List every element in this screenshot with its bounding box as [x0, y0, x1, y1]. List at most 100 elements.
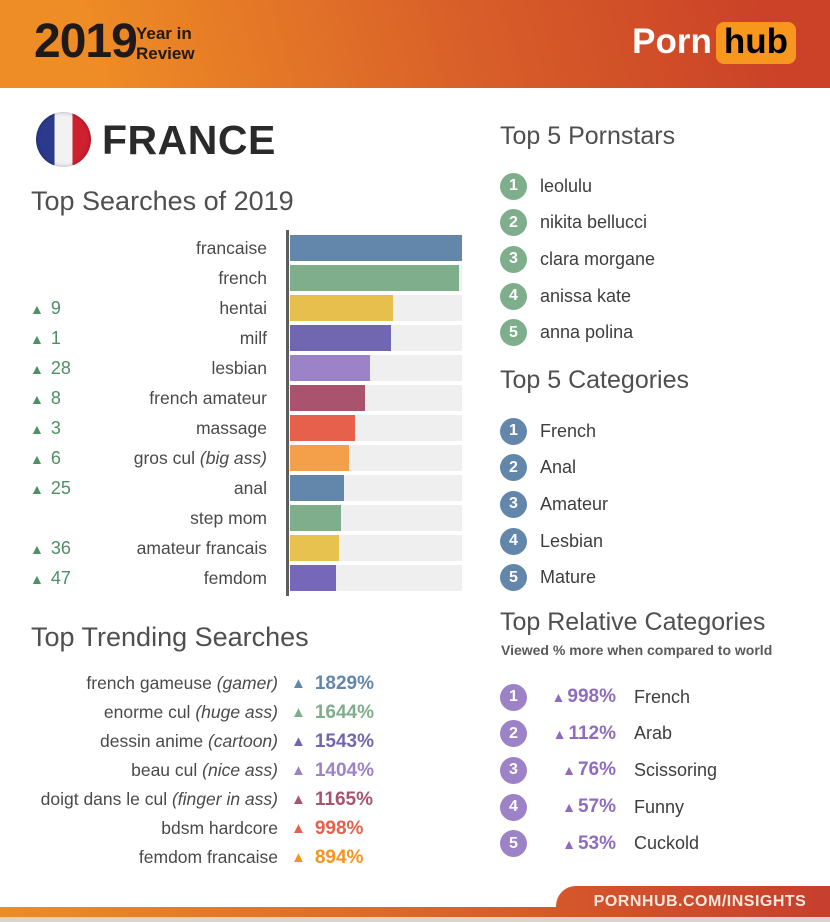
bar-track: [290, 295, 462, 321]
rank-badge: 1: [500, 417, 527, 445]
rank-badge: 5: [500, 830, 527, 858]
list-item-label: anissa kate: [540, 285, 632, 306]
rank-change: ▲ 25: [30, 477, 71, 498]
trend-percent: ▲ 1165%: [291, 788, 373, 810]
list-item: 2 Anal: [500, 450, 830, 487]
top-searches-chart: francaise french ▲ 9 hentai ▲ 1 milf ▲ 28 lesbian ▲…: [30, 230, 462, 596]
trend-term-note: (gamer): [216, 673, 278, 693]
rank-badge: 3: [500, 490, 527, 518]
list-item: 1 ▲ 998% French: [500, 679, 830, 716]
rank-badge: 2: [500, 454, 527, 482]
rank-badge: 1: [500, 172, 527, 200]
rank-up-icon: ▲: [291, 762, 306, 779]
relative-percent: ▲ 76%: [562, 759, 616, 781]
list-item: 2 nikita bellucci: [500, 205, 830, 242]
rank-change: ▲ 3: [30, 417, 61, 438]
rank-badge: 4: [500, 793, 527, 821]
bar-fill: [290, 385, 365, 411]
rank-change: ▲ 47: [30, 567, 71, 588]
list-item: 5 Mature: [500, 559, 830, 596]
rank-up-icon: ▲: [291, 791, 306, 808]
rank-badge: 5: [500, 319, 527, 347]
rank-badge: 3: [500, 756, 527, 784]
rank-up-icon: ▲: [30, 570, 44, 587]
list-item-label: French: [634, 686, 691, 707]
trend-row: beau cul (nice ass) ▲ 1404%: [30, 756, 462, 785]
trend-term: beau cul (nice ass): [131, 760, 278, 780]
bar-label: anal: [233, 477, 267, 498]
trend-percent: ▲ 1644%: [291, 701, 375, 723]
list-item: 3 clara morgane: [500, 241, 830, 278]
footer-banner: PORNHUB.COM/INSIGHTS: [556, 886, 830, 917]
rank-change: ▲ 6: [30, 447, 61, 468]
logo-hub-text: hub: [715, 22, 796, 64]
bar-label-note: (big ass): [199, 447, 267, 468]
trend-row: french gameuse (gamer) ▲ 1829%: [30, 669, 462, 698]
chart-row: ▲ 36 amateur francais: [30, 533, 462, 563]
bar-label: milf: [239, 327, 267, 348]
chart-row: ▲ 8 french amateur: [30, 383, 462, 413]
bar-track: [290, 325, 462, 351]
list-item: 1 French: [500, 413, 830, 450]
rank-badge: 2: [500, 720, 527, 748]
bar-track: [290, 415, 462, 441]
trend-term: dessin anime (cartoon): [99, 731, 278, 751]
page-bottom-edge: [0, 917, 830, 922]
header-year: 2019: [34, 15, 138, 68]
rank-up-icon: ▲: [30, 450, 44, 467]
rank-badge: 2: [500, 209, 527, 237]
chart-axis-line: [286, 230, 289, 596]
bar-label: femdom: [203, 567, 267, 588]
bar-track: [290, 265, 462, 291]
bar-track: [290, 565, 462, 591]
list-item-label: Cuckold: [634, 833, 700, 854]
bar-fill: [290, 265, 460, 291]
list-item-label: Mature: [540, 567, 597, 588]
rank-change: ▲ 36: [30, 537, 71, 558]
rank-up-icon: ▲: [291, 820, 306, 837]
list-item: 5 anna polina: [500, 314, 830, 351]
trend-term: doigt dans le cul (finger in ass): [40, 789, 278, 809]
chart-row: ▲ 1 milf: [30, 323, 462, 353]
bar-track: [290, 505, 462, 531]
pornstars-title: Top 5 Pornstars: [500, 122, 676, 150]
chart-row: ▲ 6 gros cul (big ass): [30, 443, 462, 473]
rank-up-icon: ▲: [562, 799, 576, 816]
trend-term: femdom francaise: [138, 847, 278, 867]
list-item-label: Amateur: [540, 493, 609, 514]
categories-list: 1 French 2 Anal 3 Amateur 4 Lesbian 5 Mature: [500, 413, 830, 596]
trend-term-note: (huge ass): [195, 702, 278, 722]
rank-badge: 5: [500, 564, 527, 592]
list-item-label: anna polina: [540, 322, 634, 343]
rank-up-icon: ▲: [30, 390, 44, 407]
chart-row: francaise: [30, 233, 462, 263]
rank-up-icon: ▲: [30, 540, 44, 557]
categories-title: Top 5 Categories: [500, 366, 690, 394]
list-item: 1 leolulu: [500, 168, 830, 205]
top-searches-title: Top Searches of 2019: [31, 186, 294, 216]
rank-up-icon: ▲: [291, 704, 306, 721]
list-item: 2 ▲ 112% Arab: [500, 716, 830, 753]
relative-percent: ▲ 998%: [551, 686, 616, 708]
bar-label: lesbian: [211, 357, 267, 378]
list-item-label: Arab: [634, 723, 673, 744]
chart-row: french: [30, 263, 462, 293]
relative-categories-title: Top Relative Categories: [500, 608, 766, 636]
bar-track: [290, 355, 462, 381]
list-item-label: Funny: [634, 796, 685, 817]
bar-label: amateur francais: [136, 537, 267, 558]
rank-change: ▲ 28: [30, 357, 71, 378]
rank-change: ▲ 8: [30, 387, 61, 408]
chart-row: ▲ 47 femdom: [30, 563, 462, 593]
bar-label: french: [218, 267, 267, 288]
logo-porn-text: Porn: [632, 22, 712, 61]
rank-badge: 3: [500, 245, 527, 273]
trend-row: femdom francaise ▲ 894%: [30, 843, 462, 872]
list-item: 4 Lesbian: [500, 523, 830, 560]
rank-up-icon: ▲: [291, 733, 306, 750]
bar-track: [290, 475, 462, 501]
chart-row: ▲ 28 lesbian: [30, 353, 462, 383]
trend-row: dessin anime (cartoon) ▲ 1543%: [30, 727, 462, 756]
trend-percent: ▲ 1543%: [291, 730, 375, 752]
rank-up-icon: ▲: [30, 330, 44, 347]
